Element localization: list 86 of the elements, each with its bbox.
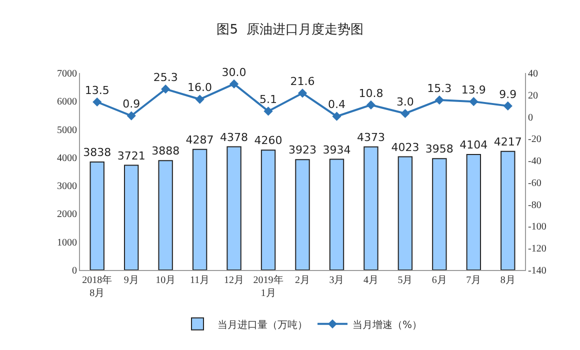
bar: [158, 160, 173, 270]
data-label: 4378: [220, 130, 248, 144]
y2-tick-label: -100: [528, 222, 546, 233]
y2-tick-label: -40: [528, 156, 542, 168]
bar: [329, 158, 344, 270]
y2-tick-label: -140: [528, 266, 546, 276]
point: [400, 108, 410, 118]
data-label: 16.0: [188, 81, 212, 94]
data-label: 0.4: [328, 98, 346, 112]
data-label: 4023: [391, 140, 420, 154]
bar: [124, 164, 139, 270]
point: [161, 84, 170, 94]
data-label: 13.9: [461, 83, 486, 96]
data-label: 0.9: [122, 98, 140, 111]
bar: [192, 148, 208, 270]
bar: [432, 158, 447, 270]
x-tick-label: 12月: [224, 275, 244, 286]
x-tick-label: 2018年 8月: [82, 274, 112, 299]
data-label: 5.1: [260, 93, 278, 106]
bar: [226, 146, 242, 270]
data-label: 4287: [186, 133, 214, 146]
bar: [295, 159, 310, 270]
y2-tick-label: 0: [528, 112, 533, 124]
chart-title: 图5 原油进口月度走势图: [216, 22, 364, 38]
x-tick-label: 6月: [432, 275, 447, 286]
bar: [500, 150, 516, 270]
data-label: 4217: [494, 135, 522, 148]
point: [503, 101, 512, 110]
x-tick-label: 2019年 1月: [253, 274, 284, 299]
data-label: 30.0: [222, 66, 246, 79]
legend-label: 当月进口量（万吨）: [218, 318, 308, 331]
bar: [260, 150, 276, 270]
data-label: 10.8: [358, 86, 384, 100]
y2-tick-label: 20: [528, 90, 538, 102]
y-tick-label: 0: [72, 266, 77, 276]
data-label: 21.6: [290, 75, 315, 88]
x-tick-label: 7月: [466, 275, 482, 286]
x-tick-label: 10月: [156, 275, 176, 286]
point: [469, 97, 478, 106]
y-tick-label: 4000: [57, 152, 77, 164]
point: [264, 106, 273, 116]
point: [298, 88, 308, 98]
data-label: 9.9: [499, 88, 517, 101]
point: [195, 94, 204, 104]
bar: [90, 161, 104, 270]
y2-tick-label: -120: [528, 244, 546, 255]
y-tick-label: 1000: [57, 237, 77, 248]
x-tick-label: 3月: [329, 275, 344, 286]
bar: [364, 146, 378, 270]
data-label: 4373: [356, 130, 385, 144]
y-tick-label: 5000: [57, 124, 77, 136]
bar: [398, 156, 413, 270]
data-label: 3923: [288, 144, 316, 157]
y-tick-label: 7000: [57, 68, 77, 80]
y2-tick-label: -20: [528, 134, 542, 146]
point: [92, 97, 102, 107]
point: [229, 79, 239, 88]
x-tick-label: 9月: [124, 275, 139, 286]
y2-tick-label: -80: [528, 200, 542, 211]
y2-tick-label: -60: [528, 178, 542, 189]
point: [126, 111, 136, 120]
data-label: 13.5: [84, 84, 110, 97]
x-tick-label: 2月: [295, 275, 310, 286]
point: [366, 100, 376, 110]
data-label: 3934: [322, 143, 351, 156]
y2-tick-label: 40: [528, 68, 538, 80]
data-label: 4260: [254, 134, 282, 148]
legend-label: 当月增速（%）: [352, 318, 422, 331]
y-tick-label: 6000: [57, 96, 77, 108]
point: [434, 95, 444, 105]
data-label: 3888: [152, 144, 180, 158]
x-tick-label: 5月: [398, 275, 413, 286]
y-tick-label: 3000: [57, 181, 77, 192]
x-tick-label: 11月: [190, 275, 210, 286]
y-tick-label: 2000: [57, 209, 77, 220]
data-label: 3.0: [396, 95, 414, 108]
x-tick-label: 4月: [363, 275, 378, 286]
data-label: 3958: [425, 142, 454, 156]
data-label: 15.3: [427, 82, 452, 95]
data-label: 3838: [83, 146, 112, 159]
data-label: 25.3: [153, 70, 178, 84]
point: [332, 112, 342, 121]
data-label: 4104: [460, 138, 488, 152]
data-label: 3721: [117, 149, 146, 162]
bar: [466, 154, 481, 270]
x-tick-label: 8月: [500, 275, 516, 286]
